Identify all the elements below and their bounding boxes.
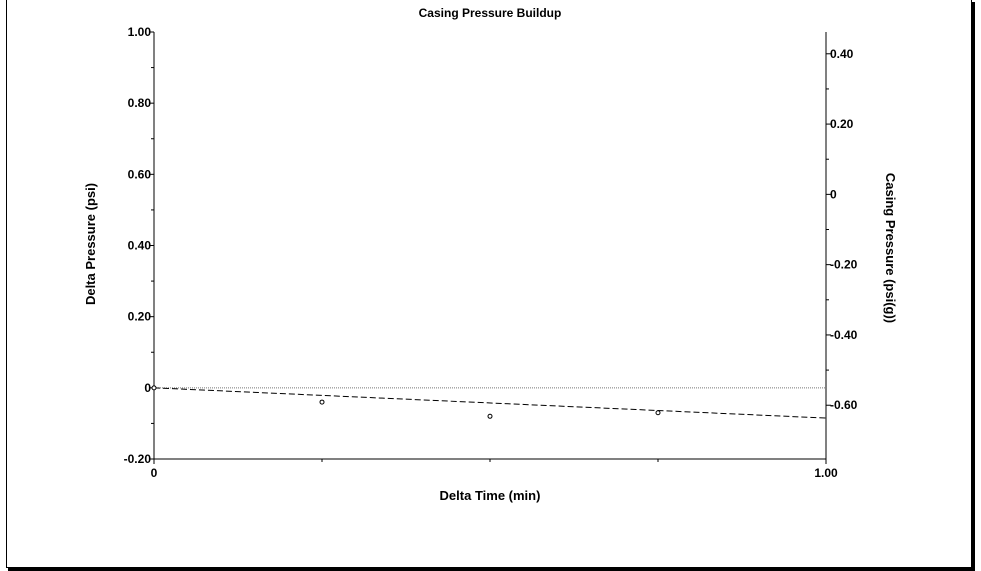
y-tick-label: -0.20 bbox=[124, 452, 152, 466]
y2-tick-label: -0.60 bbox=[830, 398, 858, 412]
y2-tick-label: 0.20 bbox=[830, 117, 854, 131]
y-tick-label: 1.00 bbox=[128, 25, 152, 39]
trend-line bbox=[153, 387, 827, 419]
chart-frame bbox=[6, 0, 972, 568]
y-axis-label: Delta Pressure (psi) bbox=[83, 183, 98, 305]
y-tick-label: 0.40 bbox=[128, 239, 152, 253]
x-tick-label: 1.00 bbox=[814, 466, 838, 480]
data-point bbox=[655, 410, 661, 416]
y2-tick-label: -0.20 bbox=[830, 258, 858, 272]
y2-axis-label: Casing Pressure (psi(g)) bbox=[883, 173, 898, 323]
y2-tick-label: 0.40 bbox=[830, 47, 854, 61]
axes: -0.2000.200.400.600.801.00-0.60-0.40-0.2… bbox=[124, 25, 858, 480]
frame-shadow-bottom bbox=[8, 568, 975, 571]
data-markers bbox=[151, 385, 661, 419]
y2-tick-label: -0.40 bbox=[830, 328, 858, 342]
y-tick-label: 0.20 bbox=[128, 310, 152, 324]
x-tick-label: 0 bbox=[151, 466, 158, 480]
data-point bbox=[151, 385, 157, 391]
x-axis-label: Delta Time (min) bbox=[440, 488, 541, 503]
y-tick-label: 0.60 bbox=[128, 167, 152, 181]
y-tick-label: 0.80 bbox=[128, 96, 152, 110]
chart-title: Casing Pressure Buildup bbox=[419, 6, 562, 20]
y2-tick-label: 0 bbox=[830, 187, 837, 201]
y-tick-label: 0 bbox=[144, 381, 151, 395]
data-point bbox=[319, 399, 325, 405]
reference-lines bbox=[153, 387, 827, 419]
data-point bbox=[487, 413, 493, 419]
frame-shadow-right bbox=[972, 2, 975, 571]
